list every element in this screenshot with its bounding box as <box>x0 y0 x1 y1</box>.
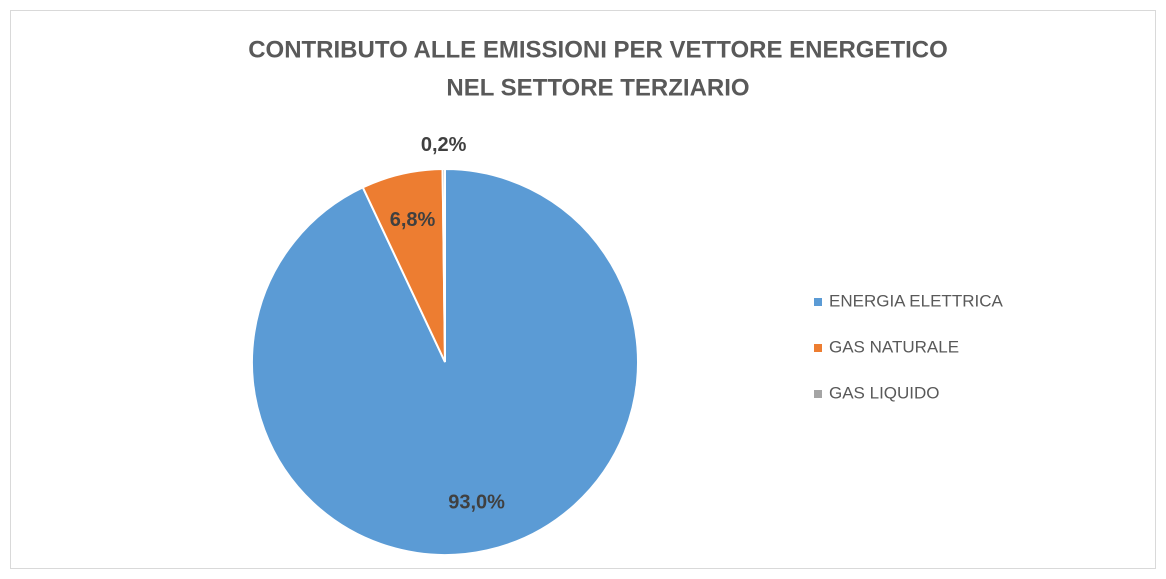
pie-slice <box>441 167 446 363</box>
legend-label: GAS LIQUIDO <box>829 383 940 402</box>
data-label: 6,8% <box>390 209 436 231</box>
data-label: 0,2% <box>421 134 467 156</box>
legend-swatch <box>814 390 822 398</box>
legend-label: GAS NATURALE <box>829 337 959 356</box>
chart-title: NEL SETTORE TERZIARIO <box>446 74 749 101</box>
legend-swatch <box>814 344 822 352</box>
chart-title: CONTRIBUTO ALLE EMISSIONI PER VETTORE EN… <box>248 36 948 63</box>
legend-label: ENERGIA ELETTRICA <box>829 291 1003 310</box>
data-label: 93,0% <box>448 492 505 514</box>
legend-swatch <box>814 298 822 306</box>
